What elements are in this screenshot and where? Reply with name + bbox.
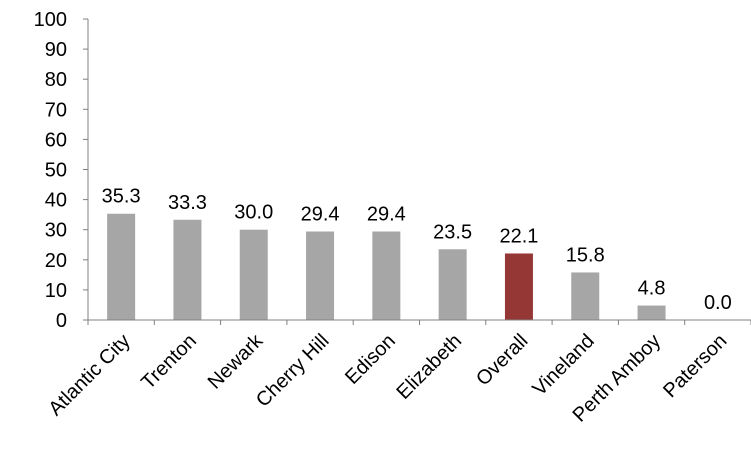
- x-category-label: Vineland: [528, 330, 598, 400]
- data-label: 22.1: [499, 225, 538, 247]
- bar-vineland: [571, 272, 600, 320]
- data-label: 4.8: [638, 278, 666, 300]
- data-label: 29.4: [367, 204, 406, 226]
- y-tick-label: 60: [45, 129, 67, 151]
- x-category-label: Cherry Hill: [252, 330, 334, 412]
- bar-atlantic-city: [107, 213, 136, 320]
- x-category-label: Overall: [472, 330, 532, 390]
- bars: [107, 213, 666, 320]
- y-tick-label: 40: [45, 190, 67, 212]
- data-label: 15.8: [566, 244, 605, 266]
- y-tick-label: 80: [45, 69, 67, 91]
- data-label: 35.3: [102, 186, 141, 208]
- bar-perth-amboy: [637, 305, 666, 320]
- y-tick-label: 20: [45, 250, 67, 272]
- y-tick-label: 30: [45, 220, 67, 242]
- bar-trenton: [173, 219, 202, 320]
- y-tick-label: 70: [45, 99, 67, 121]
- data-labels: 35.3 33.3 30.0 29.4 29.4 23.5 22.1 15.8 4.8 0.0: [102, 186, 732, 314]
- data-label: 30.0: [234, 202, 273, 224]
- bar-overall: [504, 253, 533, 320]
- x-category-label: Edison: [341, 330, 400, 389]
- y-tick-label: 10: [45, 280, 67, 302]
- y-tick-label: 0: [56, 310, 67, 332]
- data-label: 33.3: [168, 192, 207, 214]
- x-category-label: Trenton: [137, 330, 201, 394]
- bar-cherry-hill: [306, 231, 335, 320]
- data-label: 29.4: [301, 204, 340, 226]
- data-label: 23.5: [433, 221, 472, 243]
- y-tick-label: 100: [34, 9, 67, 31]
- x-category-label: Elizabeth: [392, 330, 466, 404]
- y-tick-label: 90: [45, 39, 67, 61]
- bar-elizabeth: [438, 249, 467, 320]
- y-tick-label: 50: [45, 160, 67, 182]
- x-category-label: Paterson: [659, 330, 731, 402]
- bar-edison: [372, 231, 401, 320]
- x-category-label: Newark: [204, 329, 268, 393]
- data-label: 0.0: [704, 292, 732, 314]
- x-category-label: Atlantic City: [44, 330, 134, 420]
- bar-newark: [239, 229, 268, 320]
- y-axis: 0 10 20 30 40 50 60 70 80 90 100: [34, 9, 89, 332]
